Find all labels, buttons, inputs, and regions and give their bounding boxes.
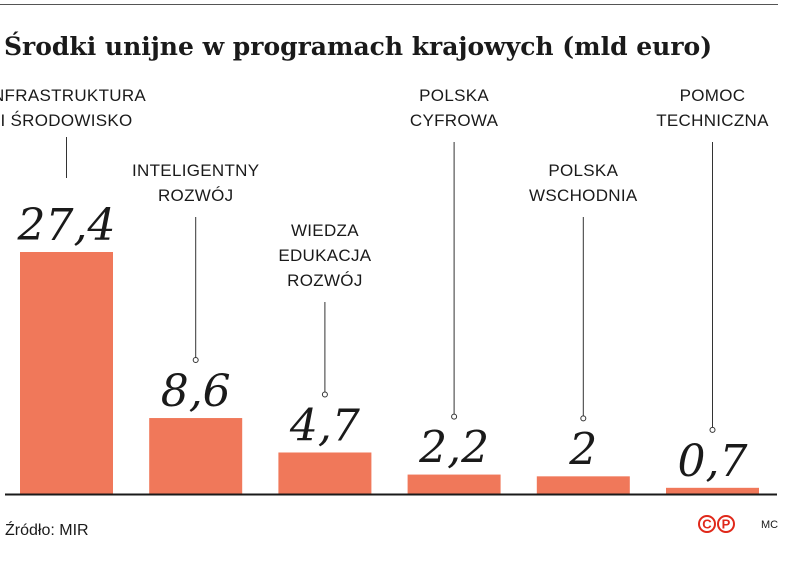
category-label: WIEDZA [291,221,359,240]
bar [278,452,372,494]
value-label: 27,4 [17,200,116,251]
bar [149,418,243,494]
source-note: Źródło: MIR [5,520,89,539]
category-label: CYFROWA [410,111,499,130]
value-label: 0,7 [678,436,748,487]
category-label: POLSKA [548,161,618,180]
value-label: 2,2 [418,423,489,474]
author-credit: MC [761,519,778,531]
category-label: I ŚRODOWISKO [0,111,132,130]
leader-dot [580,415,587,422]
plot-area: 27,4 INFRASTRUKTURA I ŚRODOWISKO 8,6 INTELIG… [0,86,769,494]
category-label: WSCHODNIA [529,186,638,205]
category-label: EDUKACJA [278,246,371,265]
category-label: TECHNICZNA [656,111,769,130]
category-label: INFRASTRUKTURA [0,86,146,105]
value-label: 4,7 [289,400,360,451]
leader-dot [451,413,458,420]
logo-letter-c: C [702,517,712,532]
value-label: 2 [568,424,597,475]
category-label: POMOC [680,86,746,105]
bar [666,487,759,494]
bar [536,476,630,494]
publisher-logo: C P [698,515,735,533]
bar [407,474,501,494]
chart-title: Środki unijne w programach krajowych (ml… [4,32,712,61]
bar [20,252,113,494]
leader-dot [321,391,328,398]
category-label: ROZWÓJ [287,271,362,290]
logo-letter-p: P [722,517,731,532]
value-label: 8,6 [161,366,231,417]
logo-circle-c [698,515,716,533]
category-label: INTELIGENTNY [132,161,259,180]
category-label: ROZWÓJ [158,186,233,205]
leader-dot [709,426,716,433]
leader-dot [192,357,199,364]
category-label: POLSKA [419,86,489,105]
logo-circle-p [717,515,735,533]
